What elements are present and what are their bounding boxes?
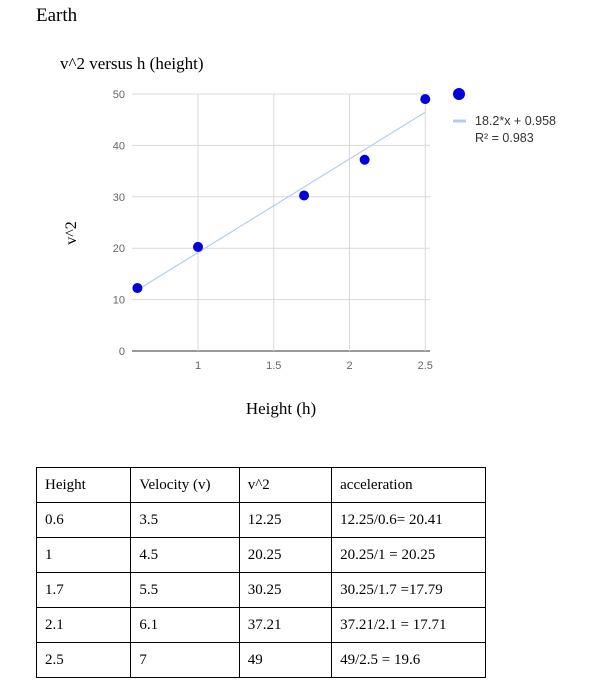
data-points (132, 94, 431, 294)
table-cell: 3.5 (130, 502, 240, 538)
table-row: 1 4.5 20.25 20.25/1 = 20.25 (35, 537, 486, 573)
table-header-cell: Velocity (v) (130, 467, 240, 503)
table-header-cell: Height (35, 467, 132, 503)
table-cell: 12.25 (238, 502, 333, 538)
table-cell: 1.7 (35, 572, 132, 608)
table-row: 1.7 5.5 30.25 30.25/1.7 =17.79 (35, 572, 486, 608)
data-table: Height Velocity (v) v^2 acceleration 0.6 3.5 1… (35, 467, 486, 678)
y-tick-label: 40 (113, 140, 125, 152)
table-cell: 5.5 (130, 572, 240, 608)
y-tick-label: 30 (113, 192, 125, 204)
scatter-chart: v^2 versus h (height) v^2 Height (h) 0 10… (60, 54, 556, 418)
table-cell: 0.6 (35, 502, 132, 538)
table-cell: 30.25 (238, 572, 333, 608)
table-cell: 37.21 (238, 607, 333, 643)
table-header-cell: v^2 (238, 467, 333, 503)
table-cell: 6.1 (130, 607, 240, 643)
chart-title: v^2 versus h (height) (60, 54, 203, 73)
table-cell: 4.5 (130, 537, 240, 573)
y-tick-label: 0 (119, 346, 125, 358)
chart-tick-labels: 0 10 20 30 40 50 1 1.5 2 2.5 (113, 89, 433, 372)
x-axis-label: Height (h) (246, 399, 316, 418)
table-cell: 2.1 (35, 607, 132, 643)
chart-gridlines (132, 93, 430, 352)
table-cell: 20.25 (238, 537, 333, 573)
table-cell: 37.21/2.1 = 17.71 (331, 607, 486, 643)
y-axis-label: v^2 (63, 221, 80, 245)
legend-series-marker (453, 88, 465, 100)
table-cell: 30.25/1.7 =17.79 (331, 572, 486, 608)
table-header-row: Height Velocity (v) v^2 acceleration (35, 467, 486, 503)
table-cell: 20.25/1 = 20.25 (331, 537, 486, 573)
y-tick-label: 10 (113, 295, 125, 307)
x-tick-label: 1.5 (266, 360, 281, 372)
table-cell: 2.5 (35, 642, 132, 678)
legend-r-squared: R² = 0.983 (475, 131, 534, 145)
table-row: 2.5 7 49 49/2.5 = 19.6 (35, 642, 486, 678)
x-tick-label: 2.5 (418, 360, 433, 372)
data-point (299, 190, 310, 201)
table-row: 2.1 6.1 37.21 37.21/2.1 = 17.71 (35, 607, 486, 643)
data-point (132, 283, 143, 294)
legend-trendline-equation: 18.2*x + 0.958 (475, 114, 556, 128)
table-cell: 7 (130, 642, 240, 678)
data-point (420, 94, 431, 105)
data-point (193, 241, 203, 252)
table-header-cell: acceleration (331, 467, 486, 503)
table-cell: 49/2.5 = 19.6 (331, 642, 486, 678)
x-tick-label: 1 (195, 360, 201, 372)
x-tick-label: 2 (346, 360, 352, 372)
trendline-layer (137, 111, 426, 291)
data-point (359, 154, 370, 165)
y-tick-label: 50 (113, 89, 125, 101)
table-cell: 12.25/0.6= 20.41 (331, 502, 486, 538)
y-tick-label: 20 (113, 243, 125, 255)
table-cell: 1 (35, 537, 132, 573)
document-heading: Earth (36, 5, 78, 26)
table-body: Height Velocity (v) v^2 acceleration 0.6 3.5 1… (35, 467, 486, 678)
chart-legend: 18.2*x + 0.958 R² = 0.983 (453, 88, 556, 145)
table-cell: 49 (238, 642, 333, 678)
trendline (137, 111, 426, 291)
table-row: 0.6 3.5 12.25 12.25/0.6= 20.41 (35, 502, 486, 538)
